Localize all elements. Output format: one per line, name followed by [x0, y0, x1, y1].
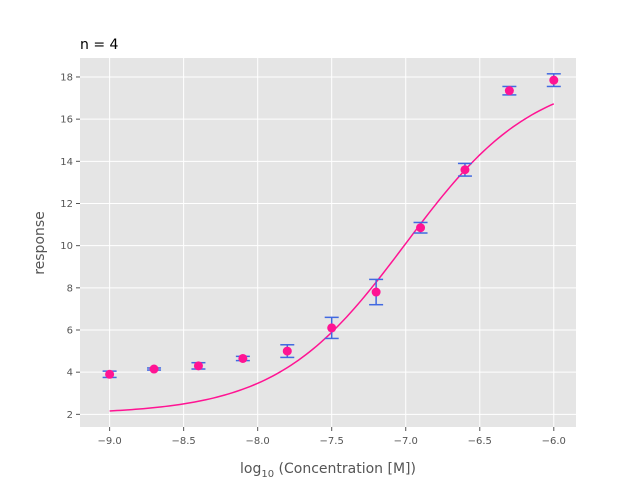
data-point: [282, 346, 292, 356]
y-tick-label: 8: [67, 283, 73, 294]
data-point: [193, 361, 203, 371]
data-point: [149, 364, 159, 374]
x-tick-label: −8.0: [246, 436, 270, 447]
chart-title: n = 4: [80, 37, 119, 53]
x-tick-label: −7.0: [394, 436, 418, 447]
y-tick-label: 6: [67, 326, 73, 337]
y-tick-label: 14: [60, 157, 73, 168]
x-tick-label: −8.5: [171, 436, 195, 447]
data-points: [105, 75, 559, 379]
data-point: [460, 165, 470, 175]
y-ticks: 2 4 6 8 10 12 14 16 18: [60, 72, 80, 421]
data-point: [416, 223, 426, 233]
data-point: [327, 323, 337, 333]
y-tick-label: 12: [60, 199, 73, 210]
x-tick-label: −9.0: [97, 436, 121, 447]
y-tick-label: 10: [60, 241, 73, 252]
data-point: [549, 75, 559, 85]
data-point: [504, 86, 514, 96]
x-tick-label: −6.0: [542, 436, 566, 447]
x-axis-label: log10 (Concentration [M]): [240, 461, 416, 480]
x-ticks: −9.0 −8.5 −8.0 −7.5 −7.0 −6.5 −6.0: [97, 427, 566, 447]
data-point: [105, 369, 115, 379]
y-tick-label: 16: [60, 115, 73, 126]
y-tick-label: 2: [67, 410, 73, 421]
y-tick-label: 4: [67, 368, 73, 379]
y-axis-label: response: [32, 211, 48, 275]
y-tick-label: 18: [60, 72, 73, 83]
data-point: [238, 353, 248, 363]
data-point: [371, 287, 381, 297]
x-tick-label: −6.5: [468, 436, 492, 447]
x-tick-label: −7.5: [320, 436, 344, 447]
